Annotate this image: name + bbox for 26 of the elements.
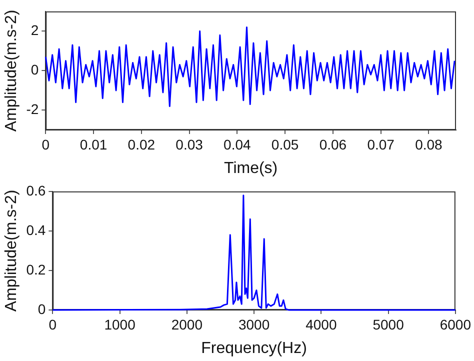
- x-tick-label: 0.08: [415, 136, 443, 152]
- x-tick-label: 0.02: [128, 136, 156, 152]
- x-tick-label: 3000: [238, 316, 270, 332]
- x-tick-label: 1000: [104, 316, 136, 332]
- x-tick-label: 0.06: [319, 136, 347, 152]
- y-tick-label: 0: [38, 300, 46, 317]
- x-tick-label: 0.04: [224, 136, 252, 152]
- y-tick-label: 0: [30, 62, 39, 78]
- y-tick-label: 0.6: [26, 182, 46, 198]
- y-tick-label: 2: [30, 22, 39, 38]
- x-tick-label: 4000: [306, 316, 337, 332]
- x-tick-label: 0.01: [80, 136, 108, 152]
- x-tick-label: 6000: [440, 316, 472, 332]
- x-tick-label: 2000: [171, 316, 203, 332]
- y-tick-label: 0.2: [26, 261, 46, 278]
- x-axis-title: Frequency(Hz): [201, 340, 307, 357]
- y-axis-title: Amplitude(m.s-2): [3, 10, 20, 132]
- x-tick-label: 0: [48, 316, 57, 332]
- x-tick-label: 5000: [372, 316, 404, 332]
- x-tick-label: 0.03: [176, 136, 204, 152]
- y-tick-label: 0.4: [26, 222, 46, 238]
- y-tick-label: -2: [26, 101, 39, 118]
- x-tick-label: 0.05: [271, 136, 299, 152]
- x-tick-label: 0.07: [367, 136, 395, 152]
- y-axis-title: Amplitude(m.s-2): [3, 190, 20, 312]
- x-axis-title: Time(s): [224, 160, 278, 177]
